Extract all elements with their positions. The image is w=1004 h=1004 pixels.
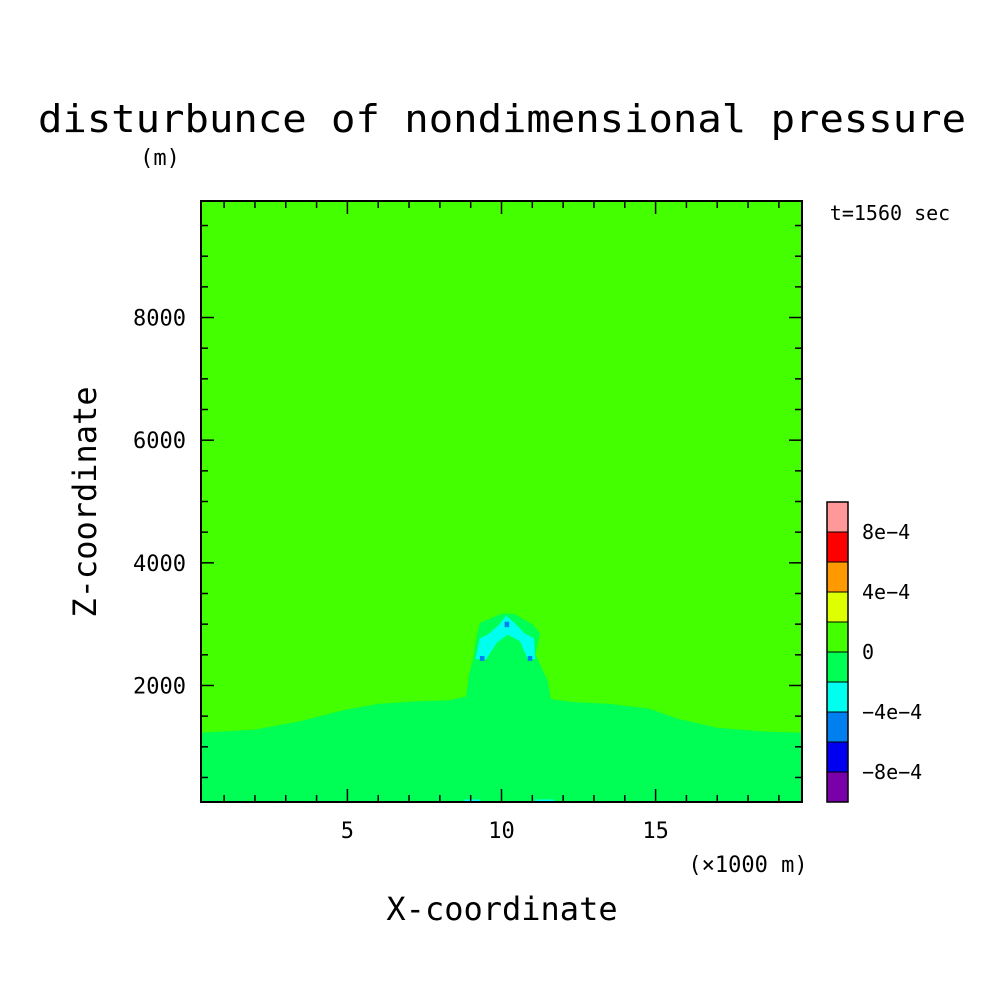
colorbar-label: 4e−4 [862,580,910,604]
colorbar: −8e−4 −4e−4 0 4e−4 8e−4 [826,501,922,803]
y-axis-unit: (m) [140,146,180,171]
x-tick-label: 15 [642,819,669,844]
colorbar-label: −4e−4 [862,700,922,724]
colorbar-label: −8e−4 [862,760,922,784]
time-label: t=1560 sec [830,201,950,225]
contour-region-4 [479,656,485,661]
colorbar-bin [826,771,849,803]
colorbar-bin [826,501,849,533]
contour-region-6 [504,621,510,628]
chart-title: disturbunce of nondimensional pressure [38,97,966,141]
plot-frame [200,200,803,803]
colorbar-bin [826,591,849,623]
colorbar-bin [826,561,849,593]
colorbar-bin [826,741,849,773]
colorbar-label: 0 [862,640,874,664]
colorbar-bin [826,681,849,713]
x-axis-label: X-coordinate [386,890,617,928]
y-axis-label: Z-coordinate [66,386,104,617]
colorbar-bin [826,531,849,563]
x-tick-label: 10 [488,819,515,844]
colorbar-bin [826,651,849,683]
colorbar-frame [826,501,849,803]
y-tick-label: 8000 [133,307,186,332]
axis-ticks [201,201,802,802]
x-axis-unit: (×1000 m) [688,853,807,878]
contour-field [201,201,802,802]
contour-region-1 [475,615,536,660]
x-tick-label: 5 [341,819,354,844]
y-tick-label: 4000 [133,552,186,577]
x-tick-labels: 5 10 15 [341,819,669,844]
y-tick-labels: 2000 4000 6000 8000 [133,307,186,700]
contour-region-0 [201,613,802,802]
colorbar-bin [826,711,849,743]
colorbar-bin [826,621,849,653]
y-tick-label: 2000 [133,674,186,699]
colorbar-label: 8e−4 [862,520,910,544]
y-tick-label: 6000 [133,429,186,454]
contour-region-5 [527,656,533,661]
